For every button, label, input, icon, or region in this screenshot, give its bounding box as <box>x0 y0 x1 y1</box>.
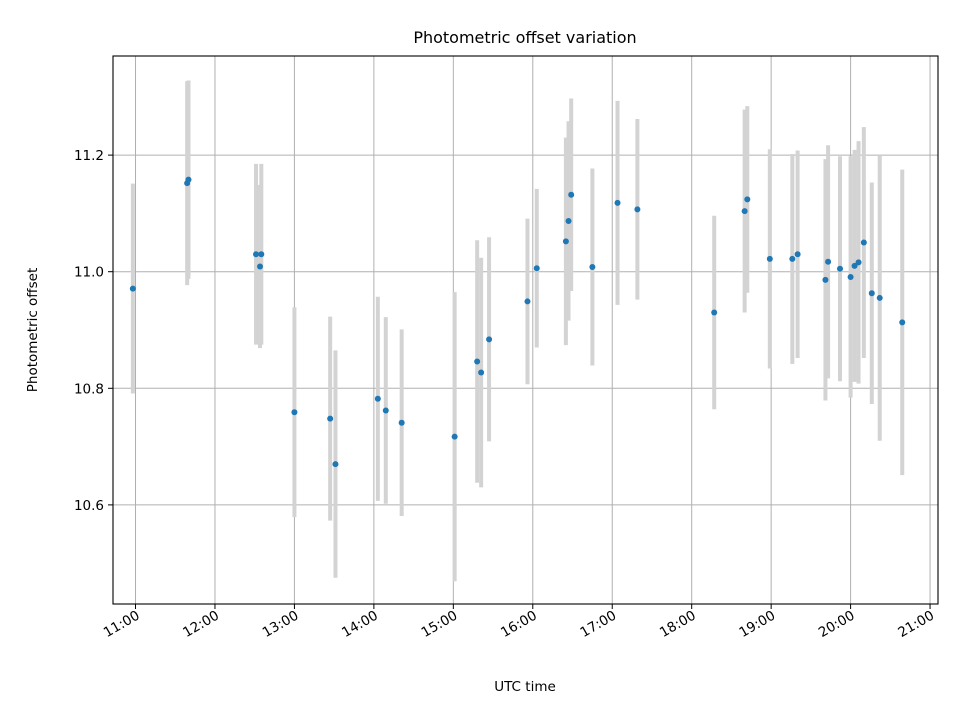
x-tick-label: 16:00 <box>498 608 540 641</box>
data-point <box>565 217 572 224</box>
data-point <box>253 251 260 258</box>
data-point <box>398 419 405 426</box>
data-point <box>744 196 751 203</box>
y-tick-label: 10.8 <box>74 381 104 397</box>
x-tick-label: 17:00 <box>578 608 620 641</box>
data-point <box>899 319 906 326</box>
data-point <box>451 433 458 440</box>
data-point <box>614 199 621 206</box>
data-point <box>868 290 875 297</box>
data-point <box>876 294 883 301</box>
data-point <box>851 262 858 269</box>
data-point <box>860 239 867 246</box>
data-point <box>374 395 381 402</box>
data-point <box>822 276 829 283</box>
data-point <box>129 285 136 292</box>
data-point <box>478 369 485 376</box>
data-point <box>185 176 192 183</box>
y-tick-label: 11.0 <box>74 265 104 281</box>
data-point <box>794 251 801 258</box>
x-axis: 11:00 12:00 13:00 14:00 15:00 16:00 17:00 18:00… <box>101 604 937 641</box>
x-tick-label: 19:00 <box>736 608 778 641</box>
data-point <box>562 238 569 245</box>
data-point <box>789 255 796 262</box>
y-axis: 10.6 10.8 11.0 11.2 <box>74 148 113 514</box>
data-point <box>568 191 575 198</box>
data-point <box>486 336 493 343</box>
x-axis-label: UTC time <box>494 679 556 695</box>
x-tick-label: 12:00 <box>180 608 222 641</box>
data-point <box>327 415 334 422</box>
y-axis-label: Photometric offset <box>25 268 41 392</box>
data-point <box>382 407 389 414</box>
data-point <box>256 263 263 270</box>
y-tick-label: 10.6 <box>74 498 104 514</box>
data-point <box>855 259 862 266</box>
data-point <box>741 208 748 215</box>
data-point <box>711 309 718 316</box>
x-tick-label: 15:00 <box>419 608 461 641</box>
x-tick-label: 14:00 <box>339 608 381 641</box>
data-point <box>766 255 773 262</box>
x-tick-label: 18:00 <box>657 608 699 641</box>
x-tick-label: 21:00 <box>895 608 937 641</box>
data-point <box>258 251 265 258</box>
data-point <box>524 298 531 305</box>
data-point <box>847 273 854 280</box>
x-tick-label: 11:00 <box>101 608 143 641</box>
data-point <box>533 265 540 272</box>
x-tick-label: 20:00 <box>816 608 858 641</box>
data-point <box>589 264 596 271</box>
data-point <box>474 358 481 365</box>
x-tick-label: 13:00 <box>260 608 302 641</box>
plot-frame <box>112 55 939 605</box>
data-point <box>837 265 844 272</box>
data-point <box>825 258 832 265</box>
data-point <box>291 409 298 416</box>
data-point <box>634 206 641 213</box>
data-point <box>332 461 339 468</box>
chart-title: Photometric offset variation <box>413 28 636 47</box>
y-tick-label: 11.2 <box>74 148 104 164</box>
data-points <box>129 176 906 468</box>
